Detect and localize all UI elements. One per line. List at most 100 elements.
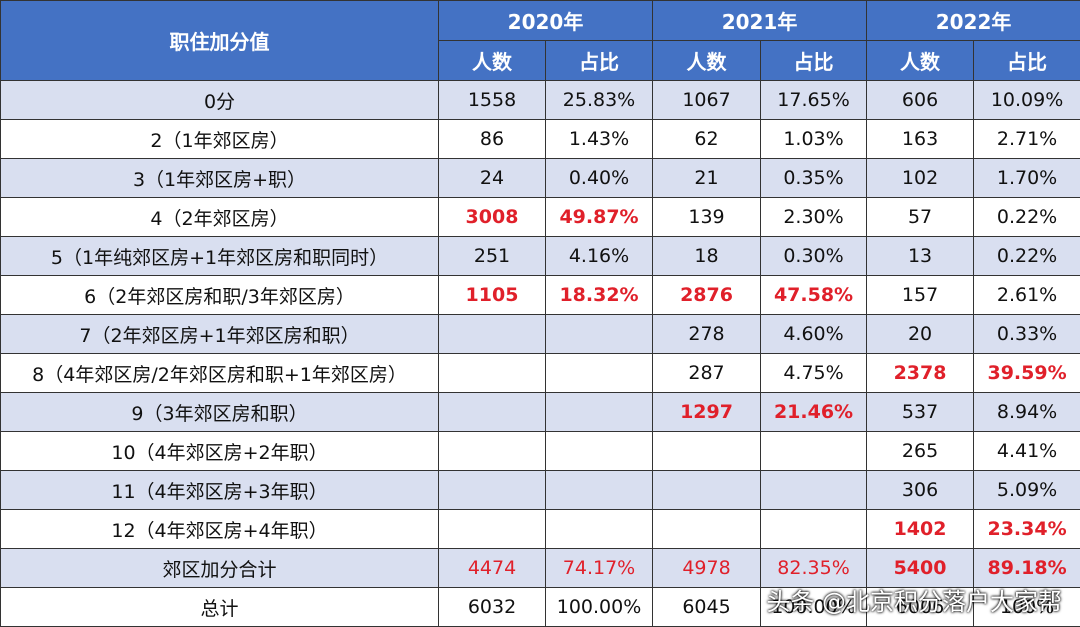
row-label: 7（2年郊区房+1年郊区房和职） bbox=[1, 315, 439, 354]
cell: 278 bbox=[653, 315, 761, 354]
cell: 25.83% bbox=[546, 81, 653, 120]
row-label: 4（2年郊区房） bbox=[1, 198, 439, 237]
watermark: 头条 @北京积分落户大家帮 bbox=[766, 582, 1062, 617]
cell: 21 bbox=[653, 159, 761, 198]
sub-header: 人数 bbox=[653, 41, 761, 81]
empty-cell bbox=[439, 315, 546, 354]
cell: 5.09% bbox=[974, 471, 1080, 510]
empty-cell bbox=[653, 471, 761, 510]
sub-header: 占比 bbox=[761, 41, 867, 81]
cell: 23.34% bbox=[974, 510, 1080, 549]
cell: 3008 bbox=[439, 198, 546, 237]
cell: 0.30% bbox=[761, 237, 867, 276]
cell: 2.30% bbox=[761, 198, 867, 237]
cell: 4.16% bbox=[546, 237, 653, 276]
cell: 1402 bbox=[867, 510, 974, 549]
cell: 0.22% bbox=[974, 198, 1080, 237]
empty-cell bbox=[439, 354, 546, 393]
row-label: 5（1年纯郊区房+1年郊区房和职同时） bbox=[1, 237, 439, 276]
cell: 57 bbox=[867, 198, 974, 237]
cell: 139 bbox=[653, 198, 761, 237]
empty-cell bbox=[546, 471, 653, 510]
cell: 62 bbox=[653, 120, 761, 159]
cell: 1.70% bbox=[974, 159, 1080, 198]
cell: 0.35% bbox=[761, 159, 867, 198]
cell: 0.22% bbox=[974, 237, 1080, 276]
cell: 251 bbox=[439, 237, 546, 276]
sub-header: 人数 bbox=[439, 41, 546, 81]
cell: 39.59% bbox=[974, 354, 1080, 393]
cell: 1.03% bbox=[761, 120, 867, 159]
empty-cell bbox=[546, 510, 653, 549]
cell: 306 bbox=[867, 471, 974, 510]
sub-header: 占比 bbox=[974, 41, 1080, 81]
cell: 287 bbox=[653, 354, 761, 393]
empty-cell bbox=[653, 510, 761, 549]
empty-cell bbox=[439, 432, 546, 471]
sub-header: 人数 bbox=[867, 41, 974, 81]
year-header: 2021年 bbox=[653, 1, 867, 41]
year-header: 2022年 bbox=[867, 1, 1080, 41]
cell: 265 bbox=[867, 432, 974, 471]
row-label: 10（4年郊区房+2年职） bbox=[1, 432, 439, 471]
cell: 49.87% bbox=[546, 198, 653, 237]
row-label: 0分 bbox=[1, 81, 439, 120]
empty-cell bbox=[546, 354, 653, 393]
cell: 18 bbox=[653, 237, 761, 276]
cell: 47.58% bbox=[761, 276, 867, 315]
cell: 1558 bbox=[439, 81, 546, 120]
cell: 6045 bbox=[653, 588, 761, 627]
cell: 2.71% bbox=[974, 120, 1080, 159]
row-label: 6（2年郊区房和职/3年郊区房） bbox=[1, 276, 439, 315]
cell: 157 bbox=[867, 276, 974, 315]
cell: 2378 bbox=[867, 354, 974, 393]
cell: 163 bbox=[867, 120, 974, 159]
cell: 2876 bbox=[653, 276, 761, 315]
cell: 86 bbox=[439, 120, 546, 159]
cell: 606 bbox=[867, 81, 974, 120]
empty-cell bbox=[546, 393, 653, 432]
cell: 100.00% bbox=[546, 588, 653, 627]
empty-cell bbox=[546, 315, 653, 354]
cell: 1067 bbox=[653, 81, 761, 120]
cell: 4.41% bbox=[974, 432, 1080, 471]
empty-cell bbox=[761, 432, 867, 471]
row-label: 12（4年郊区房+4年职） bbox=[1, 510, 439, 549]
empty-cell bbox=[439, 510, 546, 549]
row-label: 总计 bbox=[1, 588, 439, 627]
empty-cell bbox=[439, 393, 546, 432]
cell: 2.61% bbox=[974, 276, 1080, 315]
cell: 102 bbox=[867, 159, 974, 198]
row-label: 2（1年郊区房） bbox=[1, 120, 439, 159]
cell: 1.43% bbox=[546, 120, 653, 159]
cell: 20 bbox=[867, 315, 974, 354]
cell: 0.33% bbox=[974, 315, 1080, 354]
cell: 537 bbox=[867, 393, 974, 432]
cell: 13 bbox=[867, 237, 974, 276]
row-label: 8（4年郊区房/2年郊区房和职+1年郊区房） bbox=[1, 354, 439, 393]
empty-cell bbox=[546, 432, 653, 471]
cell: 4.60% bbox=[761, 315, 867, 354]
cell: 0.40% bbox=[546, 159, 653, 198]
cell: 8.94% bbox=[974, 393, 1080, 432]
row-label: 郊区加分合计 bbox=[1, 549, 439, 588]
sub-header: 占比 bbox=[546, 41, 653, 81]
empty-cell bbox=[653, 432, 761, 471]
corner-header: 职住加分值 bbox=[1, 1, 439, 81]
cell: 21.46% bbox=[761, 393, 867, 432]
